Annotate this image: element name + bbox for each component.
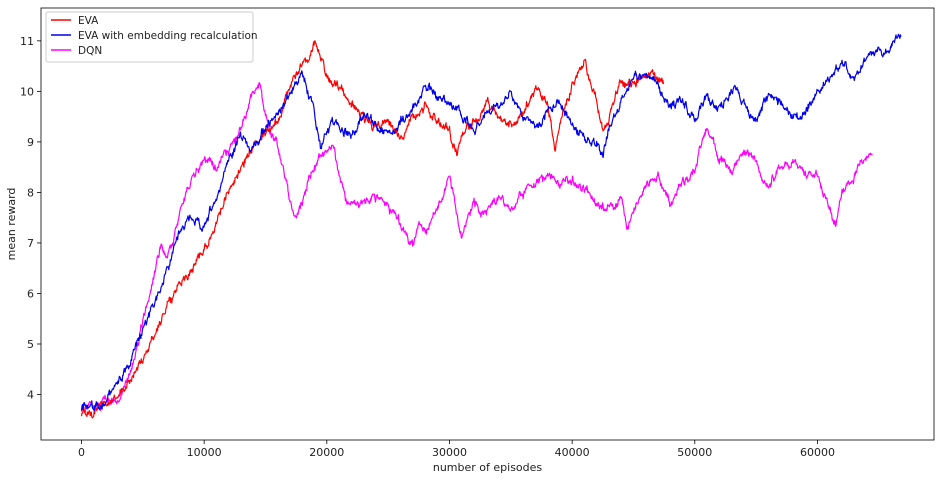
y-tick-label: 6 xyxy=(27,287,34,300)
series-dqn-line xyxy=(80,82,873,414)
y-tick-label: 8 xyxy=(27,186,34,199)
x-axis-label: number of episodes xyxy=(433,461,543,474)
y-axis-label: mean reward xyxy=(5,188,18,261)
legend-label-eva-recalc: EVA with embedding recalculation xyxy=(78,30,258,42)
series-eva-line xyxy=(80,40,665,419)
legend-frame xyxy=(45,11,254,63)
plot-area xyxy=(40,7,935,441)
x-tick-label: 40000 xyxy=(555,446,590,459)
series-eva-recalc-line xyxy=(80,33,902,412)
y-tick-label: 4 xyxy=(27,389,34,402)
x-tick-label: 30000 xyxy=(432,446,467,459)
y-tick-label: 7 xyxy=(27,237,34,250)
legend-label-dqn: DQN xyxy=(78,45,102,57)
ticks-layer: 0 10000 20000 30000 40000 50000 60000 4 5 6 7 8 9 10 1… xyxy=(20,35,835,459)
x-tick-label: 10000 xyxy=(187,446,222,459)
x-tick-label: 0 xyxy=(78,446,85,459)
legend-label-eva: EVA xyxy=(78,15,99,27)
x-tick-label: 60000 xyxy=(800,446,835,459)
series-layer xyxy=(80,33,902,419)
x-tick-label: 50000 xyxy=(677,446,712,459)
y-tick-label: 9 xyxy=(27,136,34,149)
y-tick-label: 10 xyxy=(20,85,34,98)
x-tick-label: 20000 xyxy=(309,446,344,459)
y-tick-label: 5 xyxy=(27,338,34,351)
y-tick-label: 11 xyxy=(20,35,34,48)
legend: EVA EVA with embedding recalculation DQN xyxy=(45,11,258,63)
